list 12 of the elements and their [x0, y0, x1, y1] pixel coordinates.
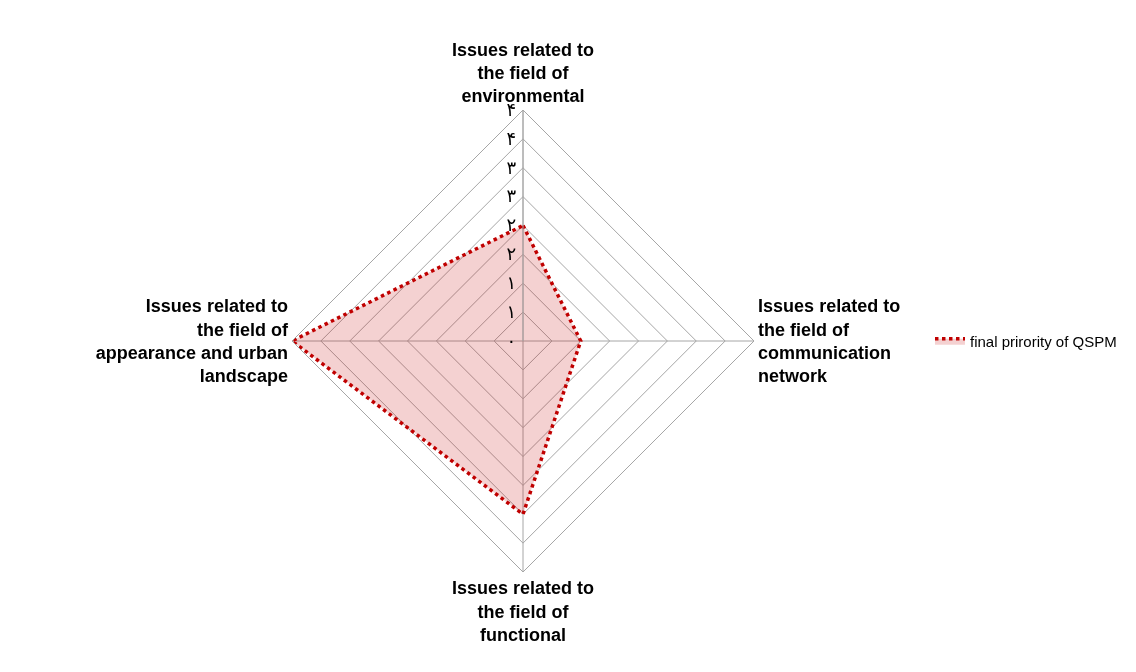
- spoke-label: Issues related to the field of functional: [451, 578, 595, 645]
- spoke-label: Issues related to the field of appearance and urban landscape: [95, 296, 289, 387]
- y-tick-label: ۱: [506, 273, 517, 294]
- y-tick-label: ۳: [506, 186, 517, 207]
- y-tick-label: ۰: [506, 330, 517, 351]
- y-tick-label: ۴: [506, 128, 517, 149]
- y-tick-label: ۲: [506, 244, 517, 265]
- spoke-label: Issues related to the field of communication network: [758, 296, 901, 387]
- y-tick-label: ۳: [506, 157, 517, 178]
- y-tick-label: ۱: [506, 301, 517, 322]
- y-tick-label: ۲: [506, 215, 517, 236]
- legend-label: final prirority of QSPM: [969, 332, 1117, 350]
